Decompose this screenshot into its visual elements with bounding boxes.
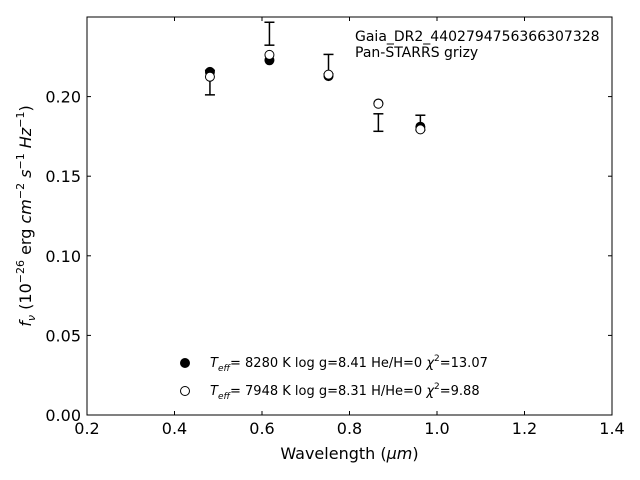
- y-tick-label: 0.20: [45, 88, 81, 107]
- point-open: [204, 71, 215, 82]
- point-open: [264, 49, 275, 60]
- x-tick-labels: 0.2 0.4 0.6 0.8 1.0 1.2 1.4: [74, 419, 624, 438]
- y-tick-label: 0.05: [45, 326, 81, 345]
- legend-entry-open: Teff= 7948 K log g=8.31 H/He=0 χ2=9.88: [210, 382, 480, 402]
- point-open: [323, 69, 334, 80]
- legend-marker-filled: [180, 358, 190, 368]
- x-tick-label: 0.4: [162, 419, 187, 438]
- annotation-object-id: Gaia_DR2_4402794756366307328: [355, 29, 600, 45]
- x-tick-label: 0.6: [249, 419, 274, 438]
- x-tick-label: 0.2: [74, 419, 99, 438]
- x-tick-label: 0.8: [337, 419, 362, 438]
- observed-errorbar: [264, 21, 275, 46]
- plot-frame: [86, 16, 613, 416]
- y-tick-label: 0.00: [45, 406, 81, 425]
- legend-marker-open: [180, 386, 190, 396]
- point-open: [373, 98, 384, 109]
- x-tick-label: 1.0: [424, 419, 449, 438]
- y-tick-label: 0.15: [45, 167, 81, 186]
- x-tick-label: 1.4: [599, 419, 624, 438]
- model-points: [204, 49, 426, 135]
- annotation-survey: Pan-STARRS grizy: [355, 45, 478, 61]
- plot-area: [87, 17, 612, 415]
- x-axis-label: Wavelength (μm): [280, 444, 418, 463]
- y-tick-label: 0.10: [45, 247, 81, 266]
- observed-errorbar: [373, 113, 384, 133]
- y-tick-labels: 0.00 0.05 0.10 0.15 0.20: [45, 88, 81, 425]
- legend: Teff= 8280 K log g=8.41 He/H=0 χ2=13.07 …: [180, 354, 488, 402]
- legend-entry-filled: Teff= 8280 K log g=8.41 He/H=0 χ2=13.07: [210, 354, 488, 374]
- point-open: [415, 124, 426, 135]
- x-tick-label: 1.2: [512, 419, 537, 438]
- y-axis-label: fν (10−26 erg cm−2 s−1 Hz−1): [14, 105, 38, 326]
